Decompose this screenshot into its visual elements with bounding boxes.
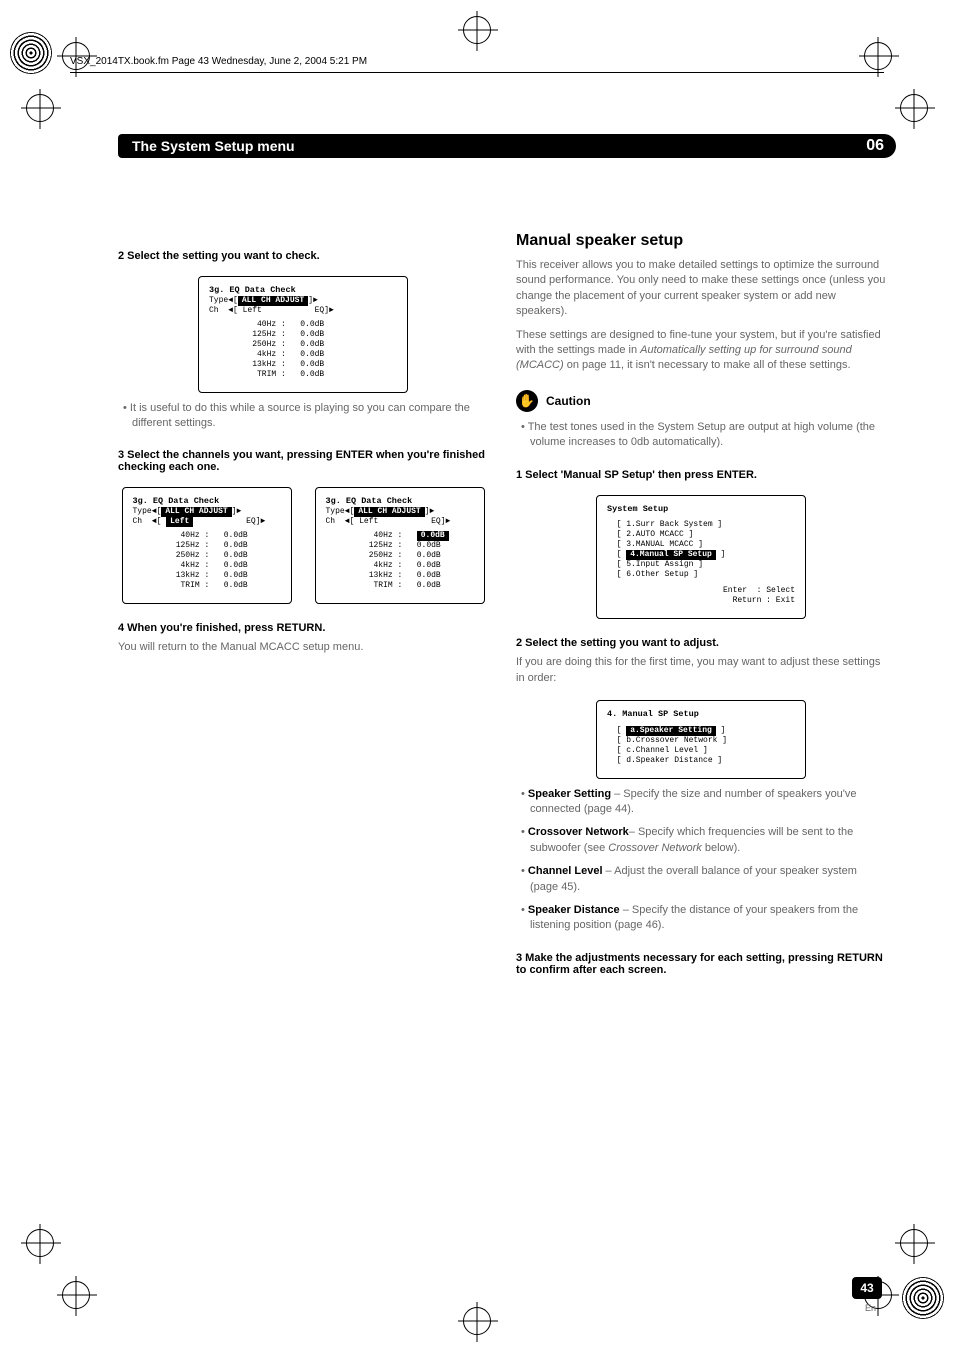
registration-mark [26, 94, 54, 122]
registration-mark [463, 16, 491, 44]
step-2: 2 Select the setting you want to check. [118, 250, 488, 262]
note-compare: • It is useful to do this while a source… [118, 401, 488, 432]
bullet-channel-level: • Channel Level – Adjust the overall bal… [516, 864, 886, 895]
lcd-eq-check-1: 3g. EQ Data CheckType◄[ALL CH ADJUST]►Ch… [198, 276, 408, 393]
step-4: 4 When you're finished, press RETURN. [118, 622, 488, 634]
right-step-2: 2 Select the setting you want to adjust. [516, 637, 886, 649]
intro-para-2b: on page 11, it isn't necessary to make a… [564, 359, 851, 371]
lcd-system-setup: System Setup [ 1.Surr Back System ] [ 2.… [596, 495, 806, 620]
bullet-crossover: • Crossover Network– Specify which frequ… [516, 825, 886, 856]
lcd-manual-sp-setup: 4. Manual SP Setup [ a.Speaker Setting ]… [596, 700, 806, 779]
bullet-a-bold: Speaker Setting [528, 788, 611, 800]
page-number: 43 [852, 1277, 882, 1299]
registration-mark [900, 1229, 928, 1257]
registration-mark [26, 1229, 54, 1257]
lcd-eq-check-2b: 3g. EQ Data CheckType◄[ALL CH ADJUST]►Ch… [315, 487, 485, 604]
registration-mark [864, 42, 892, 70]
right-step-3: 3 Make the adjustments necessary for eac… [516, 952, 886, 976]
page: VSX_2014TX.book.fm Page 43 Wednesday, Ju… [0, 0, 954, 1351]
right-column: Manual speaker setup This receiver allow… [516, 232, 886, 976]
right-step-2-sub: If you are doing this for the first time… [516, 655, 886, 686]
bullet-b-bold: Crossover Network [528, 826, 629, 838]
heading-manual-speaker-setup: Manual speaker setup [516, 232, 886, 250]
spiral-mark [10, 32, 52, 74]
bullet-b-italic: Crossover Network [608, 842, 702, 854]
bullet-c-bold: Channel Level [528, 865, 603, 877]
caution-text: • The test tones used in the System Setu… [516, 420, 886, 451]
step-3: 3 Select the channels you want, pressing… [118, 449, 488, 473]
bullet-d-bold: Speaker Distance [528, 904, 620, 916]
registration-mark [62, 1281, 90, 1309]
left-column: 2 Select the setting you want to check. … [118, 232, 488, 655]
running-header: VSX_2014TX.book.fm Page 43 Wednesday, Ju… [70, 56, 367, 67]
registration-mark [463, 1307, 491, 1335]
spiral-mark [902, 1277, 944, 1319]
caution-heading: ✋ Caution [516, 390, 886, 412]
hand-icon: ✋ [516, 390, 538, 412]
header-separator [70, 72, 884, 73]
step-4-sub: You will return to the Manual MCACC setu… [118, 640, 488, 655]
bullet-speaker-distance: • Speaker Distance – Specify the distanc… [516, 903, 886, 934]
intro-para-1: This receiver allows you to make detaile… [516, 258, 886, 320]
registration-mark [900, 94, 928, 122]
chapter-title: The System Setup menu [118, 138, 295, 154]
chapter-number: 06 [866, 137, 884, 155]
bullet-speaker-setting: • Speaker Setting – Specify the size and… [516, 787, 886, 818]
caution-label: Caution [546, 394, 591, 408]
right-step-1: 1 Select 'Manual SP Setup' then press EN… [516, 469, 886, 481]
page-lang: En [865, 1303, 876, 1313]
bullet-b-text2: below). [702, 842, 741, 854]
chapter-ribbon: The System Setup menu 06 [118, 134, 896, 158]
lcd-pair: 3g. EQ Data CheckType◄[ALL CH ADJUST]►Ch… [118, 473, 488, 604]
intro-para-2: These settings are designed to fine-tune… [516, 328, 886, 374]
lcd-eq-check-2a: 3g. EQ Data CheckType◄[ALL CH ADJUST]►Ch… [122, 487, 292, 604]
